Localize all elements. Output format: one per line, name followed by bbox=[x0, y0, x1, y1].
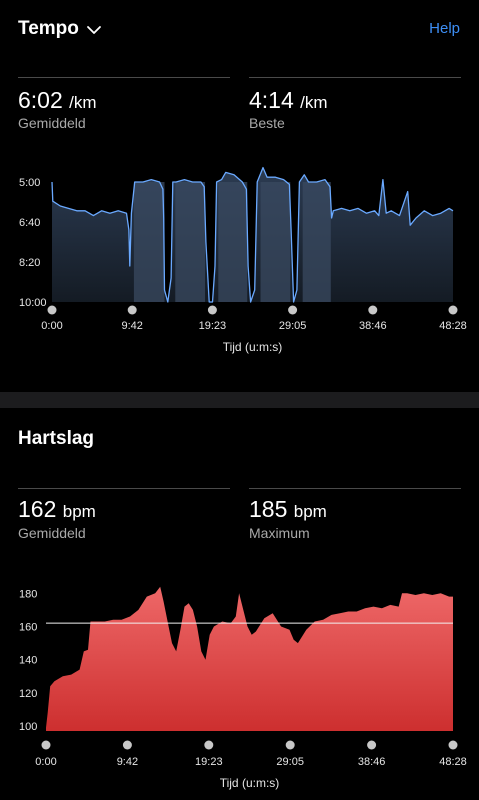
pace-x-tick-dot bbox=[47, 305, 57, 315]
pace-interval-5 bbox=[302, 182, 331, 302]
hr-y-tick: 100 bbox=[19, 721, 37, 733]
hr-x-tick: 19:23 bbox=[195, 756, 223, 768]
pace-x-tick-dot bbox=[368, 305, 378, 315]
pace-area bbox=[52, 167, 453, 302]
pace-interval-1 bbox=[133, 182, 165, 302]
help-link[interactable]: Help bbox=[429, 20, 460, 37]
pace-average-unit: /km bbox=[69, 93, 97, 112]
pace-y-tick: 10:00 bbox=[19, 297, 47, 309]
hr-y-tick: 180 bbox=[19, 588, 37, 600]
hr-max-label: Maximum bbox=[249, 525, 310, 541]
metric-selector-dropdown[interactable]: Tempo bbox=[18, 18, 101, 40]
hr-x-tick-dot bbox=[367, 740, 377, 750]
pace-chart: 5:00 6:40 8:20 10:00 0:00 9:42 19:23 29:05 38:46… bbox=[19, 166, 467, 354]
pace-x-tick: 19:23 bbox=[199, 320, 227, 332]
hr-max-value: 185 bpm bbox=[249, 496, 327, 522]
heart-rate-title: Hartslag bbox=[18, 428, 95, 449]
section-separator bbox=[0, 392, 479, 408]
pace-x-tick: 48:28 bbox=[439, 320, 467, 332]
hr-area bbox=[46, 586, 453, 731]
hr-x-tick-dot bbox=[285, 740, 295, 750]
pace-best-value: 4:14 /km bbox=[249, 87, 328, 113]
pace-y-tick: 5:00 bbox=[19, 177, 40, 189]
pace-x-tick-dot bbox=[127, 305, 137, 315]
pace-best-unit: /km bbox=[300, 93, 328, 112]
pace-interval-2 bbox=[175, 182, 206, 302]
pace-x-tick: 9:42 bbox=[121, 320, 142, 332]
pace-avg-divider bbox=[18, 77, 230, 78]
hr-x-tick-dot bbox=[204, 740, 214, 750]
pace-best-divider bbox=[249, 77, 461, 78]
hr-x-tick: 9:42 bbox=[117, 756, 138, 768]
hr-max-unit: bpm bbox=[293, 502, 327, 521]
pace-x-tick: 29:05 bbox=[279, 320, 307, 332]
hr-x-tick: 38:46 bbox=[358, 756, 386, 768]
hr-avg-divider bbox=[18, 488, 230, 489]
hr-x-axis-title: Tijd (u:m:s) bbox=[220, 776, 280, 790]
hr-x-tick: 0:00 bbox=[35, 756, 56, 768]
pace-x-tick-dot bbox=[207, 305, 217, 315]
hr-x-tick-dot bbox=[41, 740, 51, 750]
heart-rate-chart: 100 120 140 160 180 0:00 9:42 19:23 29:05 38:46 48… bbox=[19, 586, 467, 790]
hr-average-label: Gemiddeld bbox=[18, 525, 86, 541]
hr-x-tick: 29:05 bbox=[276, 756, 304, 768]
hr-y-tick: 160 bbox=[19, 621, 37, 633]
hr-y-tick: 140 bbox=[19, 655, 37, 667]
pace-x-tick: 0:00 bbox=[41, 320, 62, 332]
pace-average-label: Gemiddeld bbox=[18, 115, 86, 131]
hr-y-tick: 120 bbox=[19, 688, 37, 700]
pace-interval-3 bbox=[218, 182, 248, 302]
pace-x-tick: 38:46 bbox=[359, 320, 387, 332]
page-title: Tempo bbox=[18, 18, 79, 39]
pace-best-label: Beste bbox=[249, 115, 285, 131]
pace-line bbox=[51, 166, 454, 303]
chevron-down-icon bbox=[86, 25, 101, 34]
hr-x-tick-dot bbox=[122, 740, 132, 750]
hr-average-value: 162 bpm bbox=[18, 496, 96, 522]
hr-average-unit: bpm bbox=[62, 502, 96, 521]
header: Tempo Help bbox=[0, 0, 479, 60]
pace-y-tick: 6:40 bbox=[19, 217, 40, 229]
pace-x-tick-dot bbox=[448, 305, 458, 315]
pace-average-value: 6:02 /km bbox=[18, 87, 97, 113]
pace-y-tick: 8:20 bbox=[19, 257, 40, 269]
pace-interval-4 bbox=[260, 182, 291, 302]
hr-x-tick-dot bbox=[448, 740, 458, 750]
hr-max-divider bbox=[249, 488, 461, 489]
pace-x-axis-title: Tijd (u:m:s) bbox=[223, 340, 283, 354]
pace-x-tick-dot bbox=[288, 305, 298, 315]
hr-x-tick: 48:28 bbox=[439, 756, 467, 768]
